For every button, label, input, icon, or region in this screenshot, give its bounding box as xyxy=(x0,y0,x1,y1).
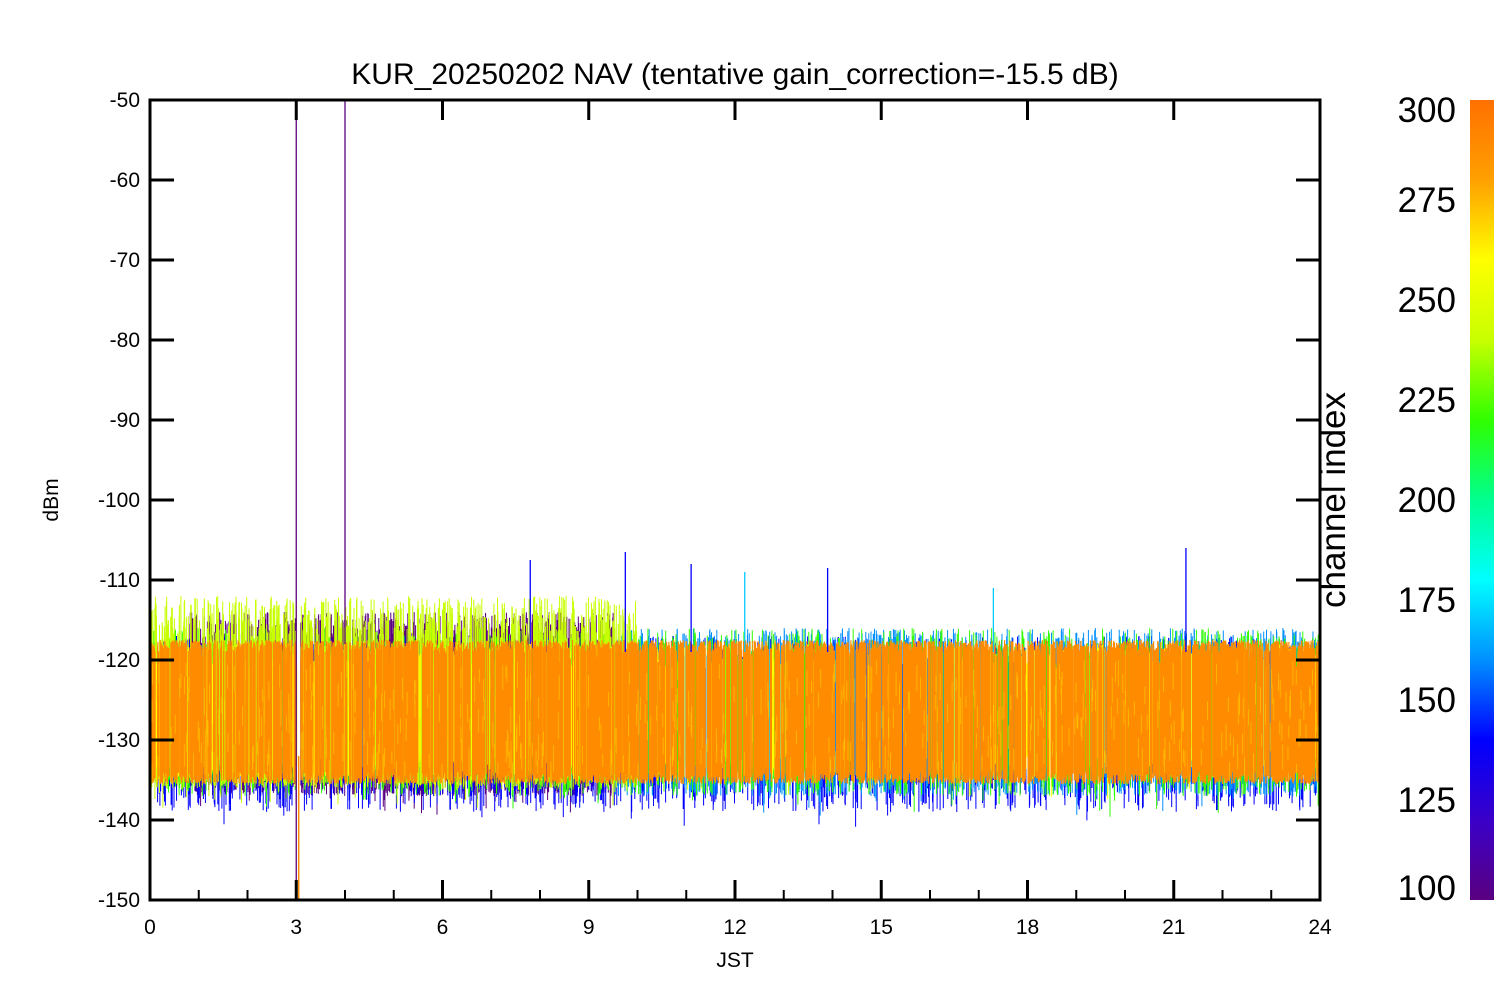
colorbar-tick-label: 125 xyxy=(1398,781,1456,820)
x-tick-label: 9 xyxy=(583,916,595,939)
plot-area xyxy=(151,100,1320,899)
x-tick-label: 18 xyxy=(1016,916,1039,939)
y-tick-label: -150 xyxy=(98,889,140,912)
x-tick-label: 15 xyxy=(870,916,893,939)
y-tick-label: -140 xyxy=(98,809,140,832)
x-tick-label: 3 xyxy=(290,916,302,939)
y-tick-label: -70 xyxy=(110,249,140,272)
colorbar-tick-label: 100 xyxy=(1398,869,1456,908)
y-tick-label: -60 xyxy=(110,169,140,192)
x-tick-label: 24 xyxy=(1308,916,1332,939)
colorbar-tick-label: 275 xyxy=(1398,181,1456,220)
colorbar-label: channel index xyxy=(1314,392,1353,608)
colorbar-tick-label: 200 xyxy=(1398,481,1456,520)
y-tick-label: -50 xyxy=(110,89,140,112)
y-tick-label: -80 xyxy=(110,329,140,352)
x-tick-label: 21 xyxy=(1162,916,1185,939)
x-tick-label: 0 xyxy=(144,916,156,939)
y-tick-label: -120 xyxy=(98,649,140,672)
colorbar-tick-label: 175 xyxy=(1398,581,1456,620)
noise-core-band xyxy=(151,640,1320,784)
colorbar-tick-label: 150 xyxy=(1398,681,1456,720)
y-tick-label: -110 xyxy=(100,569,140,592)
colorbar xyxy=(1470,100,1494,900)
colorbar-tick-label: 250 xyxy=(1398,281,1456,320)
colorbar-tick-label: 300 xyxy=(1398,91,1456,130)
x-axis-label: JST xyxy=(716,949,754,972)
colorbar-ticks: 100 125 150 175 200 225 250 275 300 xyxy=(1398,91,1456,908)
x-tick-label: 6 xyxy=(437,916,449,939)
x-tick-label: 12 xyxy=(723,916,746,939)
noise-texture xyxy=(151,660,1320,791)
colorbar-tick-label: 225 xyxy=(1398,381,1456,420)
y-tick-label: -100 xyxy=(98,489,140,512)
chart-title: KUR_20250202 NAV (tentative gain_correct… xyxy=(351,58,1118,91)
y-tick-label: -90 xyxy=(110,409,140,432)
y-axis-label: dBm xyxy=(40,478,63,521)
y-tick-label: -130 xyxy=(98,729,140,752)
axis-ticks: 0 3 6 9 12 15 18 21 24 -50 -60 -70 -80 -90 -100 -110 -12… xyxy=(98,89,1332,939)
